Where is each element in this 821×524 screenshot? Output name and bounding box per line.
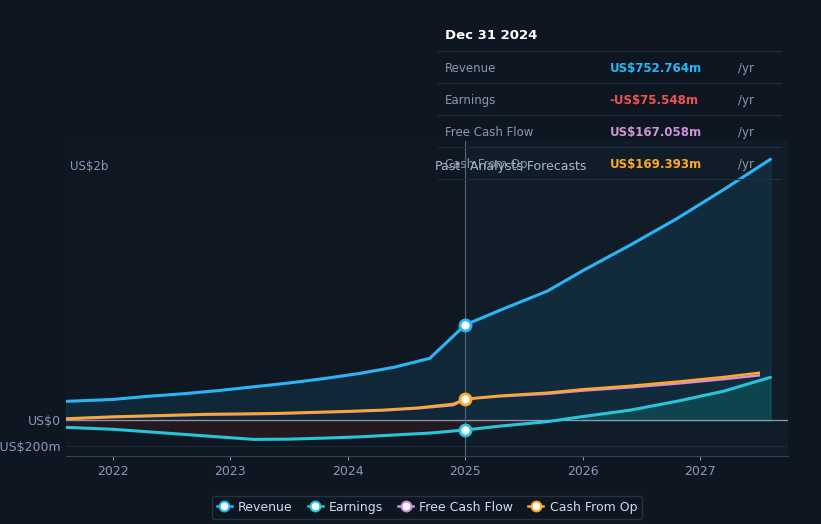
Bar: [466, 141, 788, 456]
Text: Revenue: Revenue: [445, 62, 497, 75]
Text: US$2b: US$2b: [71, 160, 108, 173]
Bar: [66, 141, 466, 456]
Text: /yr: /yr: [738, 158, 754, 171]
Text: Dec 31 2024: Dec 31 2024: [445, 29, 538, 42]
Text: /yr: /yr: [738, 126, 754, 139]
Legend: Revenue, Earnings, Free Cash Flow, Cash From Op: Revenue, Earnings, Free Cash Flow, Cash …: [212, 496, 642, 519]
Text: /yr: /yr: [738, 62, 754, 75]
Text: US$169.393m: US$169.393m: [609, 158, 702, 171]
Text: Free Cash Flow: Free Cash Flow: [445, 126, 534, 139]
Text: Past: Past: [434, 160, 461, 172]
Text: US$167.058m: US$167.058m: [609, 126, 702, 139]
Text: US$752.764m: US$752.764m: [609, 62, 702, 75]
Text: Cash From Op: Cash From Op: [445, 158, 528, 171]
Text: /yr: /yr: [738, 94, 754, 107]
Text: -US$75.548m: -US$75.548m: [609, 94, 699, 107]
Text: Analysts Forecasts: Analysts Forecasts: [470, 160, 586, 172]
Text: Earnings: Earnings: [445, 94, 497, 107]
